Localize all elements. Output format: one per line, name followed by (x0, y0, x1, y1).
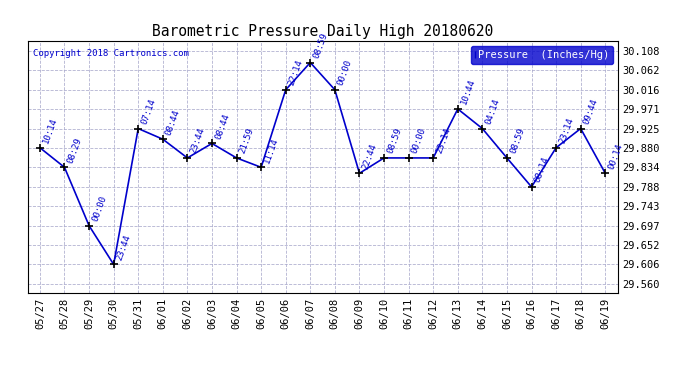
Text: 00:00: 00:00 (410, 127, 428, 155)
Text: 11:14: 11:14 (262, 136, 280, 165)
Text: 07:14: 07:14 (139, 98, 157, 126)
Text: 23:14: 23:14 (435, 127, 452, 155)
Text: 22:44: 22:44 (361, 142, 379, 171)
Text: 00:14: 00:14 (607, 142, 624, 171)
Text: 08:44: 08:44 (213, 112, 231, 141)
Text: 09:44: 09:44 (582, 98, 600, 126)
Text: 23:14: 23:14 (558, 117, 575, 145)
Text: 08:14: 08:14 (533, 156, 551, 184)
Text: 00:00: 00:00 (336, 58, 354, 87)
Text: 00:00: 00:00 (90, 195, 108, 223)
Text: 10:14: 10:14 (41, 117, 59, 145)
Text: Copyright 2018 Cartronics.com: Copyright 2018 Cartronics.com (34, 49, 189, 58)
Text: 08:29: 08:29 (66, 136, 83, 165)
Text: 23:44: 23:44 (115, 233, 132, 262)
Text: 08:44: 08:44 (164, 108, 182, 136)
Text: 08:59: 08:59 (386, 127, 403, 155)
Title: Barometric Pressure Daily High 20180620: Barometric Pressure Daily High 20180620 (152, 24, 493, 39)
Text: 08:59: 08:59 (312, 32, 329, 60)
Text: 21:59: 21:59 (238, 127, 255, 155)
Text: 04:14: 04:14 (484, 98, 502, 126)
Legend: Pressure  (Inches/Hg): Pressure (Inches/Hg) (471, 46, 613, 64)
Text: 10:44: 10:44 (459, 78, 477, 106)
Text: 23:44: 23:44 (189, 127, 206, 155)
Text: 08:59: 08:59 (509, 127, 526, 155)
Text: 22:14: 22:14 (287, 58, 305, 87)
